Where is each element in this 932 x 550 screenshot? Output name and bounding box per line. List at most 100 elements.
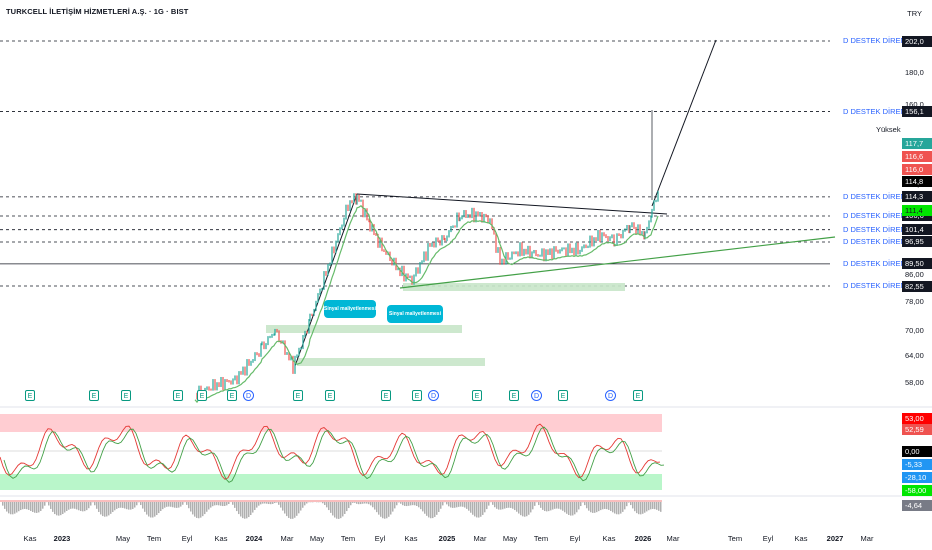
histogram-bar [518, 502, 520, 514]
price-tag[interactable]: 111,4 [902, 205, 932, 216]
y-tick-label: 70,00 [905, 326, 924, 336]
event-marker[interactable]: E [509, 390, 519, 401]
price-candle [339, 227, 341, 236]
price-candle [250, 360, 252, 366]
histogram-bar [350, 502, 352, 506]
level-price-tag[interactable]: 96,95 [902, 236, 932, 248]
level-price-tag[interactable]: 101,4 [902, 224, 932, 236]
price-candle [286, 352, 288, 355]
event-marker[interactable]: E [25, 390, 35, 401]
histogram-bar [584, 502, 586, 506]
event-marker[interactable]: E [121, 390, 131, 401]
histogram-bar [266, 502, 268, 504]
event-marker[interactable]: E [381, 390, 391, 401]
histogram-bar [484, 502, 486, 513]
level-price-tag[interactable]: 202,0 [902, 35, 932, 47]
price-tag[interactable]: 117,7 [902, 138, 932, 149]
histogram-bar [456, 502, 458, 508]
event-marker[interactable]: E [412, 390, 422, 401]
price-tag[interactable]: 114,8 [902, 176, 932, 187]
oscillator-value[interactable]: -28,10 [902, 472, 932, 483]
histogram-bar [534, 502, 536, 506]
event-marker[interactable]: E [633, 390, 643, 401]
price-candle [256, 352, 258, 356]
histogram-bar [572, 502, 574, 516]
event-marker[interactable]: E [472, 390, 482, 401]
level-price-tag[interactable]: 89,50 [902, 258, 932, 270]
histogram-bar [132, 502, 134, 509]
event-marker[interactable]: D [428, 390, 439, 401]
x-tick-label: Tem [533, 534, 549, 543]
histogram-bar [354, 502, 356, 503]
event-marker[interactable]: E [227, 390, 237, 401]
histogram-bar [282, 502, 284, 511]
histogram-bar [152, 502, 154, 518]
oscillator-value[interactable]: 0,00 [902, 446, 932, 457]
histogram-bar [390, 502, 392, 515]
event-marker[interactable]: E [325, 390, 335, 401]
event-marker[interactable]: E [197, 390, 207, 401]
signal-annotation[interactable]: Sinyal maliyetlenmesi [387, 305, 443, 323]
price-candle [210, 388, 212, 391]
histogram-bar [288, 502, 290, 518]
histogram-bar [622, 502, 624, 512]
histogram-bar [84, 502, 86, 512]
histogram-value[interactable]: -4,64 [902, 500, 932, 511]
x-tick-label: Tem [727, 534, 743, 543]
histogram-bar [482, 502, 484, 515]
histogram-bar [82, 502, 84, 512]
histogram-bar [134, 502, 136, 508]
price-candle [561, 247, 563, 252]
oscillator-value[interactable]: -58,00 [902, 485, 932, 496]
histogram-bar [498, 502, 500, 510]
price-candle [337, 233, 339, 243]
trend-line [356, 193, 668, 215]
histogram-bar [410, 502, 412, 506]
histogram-bar [30, 502, 32, 511]
histogram-bar [470, 502, 472, 513]
signal-annotation[interactable]: Sinyal maliyetlenmesi [324, 300, 376, 318]
price-candle [581, 246, 583, 252]
histogram-pane [0, 495, 932, 519]
price-candle [433, 242, 435, 248]
level-price-tag[interactable]: 156,1 [902, 106, 932, 118]
price-candle [228, 379, 230, 383]
event-marker[interactable]: E [173, 390, 183, 401]
price-candle [485, 213, 487, 218]
level-price-tag[interactable]: 82,55 [902, 280, 932, 292]
price-candle [421, 260, 423, 265]
histogram-bar [366, 502, 368, 504]
price-candle [317, 293, 319, 303]
price-candle [481, 212, 483, 223]
price-candle [206, 386, 208, 390]
histogram-bar [206, 502, 208, 512]
histogram-bar [556, 502, 558, 509]
price-candle [609, 236, 611, 242]
histogram-bar [594, 502, 596, 513]
event-marker[interactable]: D [605, 390, 616, 401]
histogram-bar [120, 502, 122, 508]
price-candle [624, 228, 626, 232]
event-marker[interactable]: D [531, 390, 542, 401]
price-candle [427, 243, 429, 261]
histogram-bar [432, 502, 434, 519]
histogram-bar [56, 502, 58, 516]
event-marker[interactable]: E [558, 390, 568, 401]
histogram-bar [440, 502, 442, 509]
level-price-tag[interactable]: 114,3 [902, 191, 932, 203]
event-marker[interactable]: D [243, 390, 254, 401]
price-tag[interactable]: 116,0 [902, 164, 932, 175]
oscillator-value[interactable]: -5,33 [902, 459, 932, 470]
price-candle [216, 382, 218, 391]
currency-label[interactable]: TRY [907, 9, 922, 18]
histogram-bar [212, 502, 214, 507]
event-marker[interactable]: E [293, 390, 303, 401]
event-marker[interactable]: E [89, 390, 99, 401]
histogram-bar [602, 502, 604, 510]
price-candle [650, 215, 652, 223]
oscillator-value[interactable]: 53,00 [902, 413, 932, 424]
histogram-bar [4, 502, 6, 509]
price-tag[interactable]: 116,6 [902, 151, 932, 162]
oscillator-value[interactable]: 52,59 [902, 424, 932, 435]
